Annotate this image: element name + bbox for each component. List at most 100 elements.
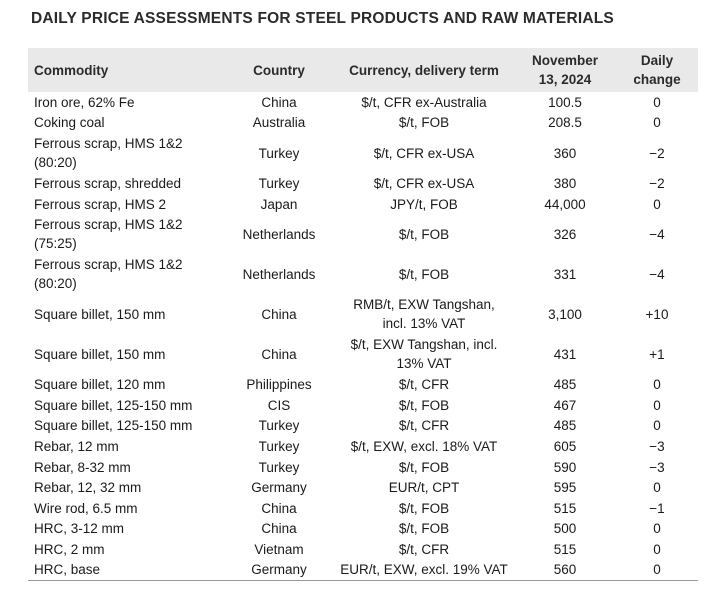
table-row: Ferrous scrap, HMS 1&2 (75:25) Netherlands… xyxy=(28,214,698,254)
table-row: HRC, 2 mm Vietnam $/t, CFR 515 0 xyxy=(28,539,698,560)
cell-change: 0 xyxy=(653,377,661,393)
cell-country: China xyxy=(261,500,297,516)
cell-commodity-line: Square billet, 150 mm xyxy=(34,306,166,322)
cell-currency-line: $/t, CFR ex-USA xyxy=(373,175,475,191)
cell-change: 0 xyxy=(653,521,661,537)
cell-commodity-line: Square billet, 125-150 mm xyxy=(34,397,193,413)
cell-currency: $/t, FOB xyxy=(334,214,514,254)
cell-country: Germany xyxy=(251,562,307,578)
cell-currency-line: $/t, FOB xyxy=(398,266,450,282)
header-date-line1: November xyxy=(531,53,599,68)
cell-currency: EUR/t, CPT xyxy=(334,477,514,498)
cell-commodity: Ferrous scrap, HMS 1&2 (80:20) xyxy=(28,254,224,294)
table-row: Square billet, 150 mm China RMB/t, EXW Tan… xyxy=(28,294,698,334)
price-table: Commodity Country Currency, delivery ter… xyxy=(28,48,698,581)
cell-change: 0 xyxy=(653,541,661,557)
table-row: Ferrous scrap, HMS 2 Japan JPY/t, FOB 44,00… xyxy=(28,194,698,215)
cell-change: 0 xyxy=(653,196,661,212)
header-change-line1: Daily xyxy=(640,53,674,68)
cell-country: CIS xyxy=(267,397,291,413)
cell-currency: $/t, CFR ex-USA xyxy=(334,133,514,173)
cell-country: Turkey xyxy=(258,438,300,454)
header-date-line2: 13, 2024 xyxy=(538,72,592,87)
cell-change: 0 xyxy=(653,418,661,434)
cell-currency-line: $/t, EXW Tangshan, incl. xyxy=(350,337,498,353)
cell-country: China xyxy=(261,346,297,362)
cell-currency-line: JPY/t, FOB xyxy=(390,196,458,212)
cell-commodity-line: Square billet, 125-150 mm xyxy=(34,418,193,434)
cell-currency: $/t, CFR xyxy=(334,416,514,437)
cell-commodity-line: Ferrous scrap, shredded xyxy=(34,175,182,191)
cell-price: 431 xyxy=(553,346,577,362)
header-commodity: Commodity xyxy=(28,48,224,92)
cell-change: 0 xyxy=(653,115,661,131)
cell-currency: RMB/t, EXW Tangshan, incl. 13% VAT xyxy=(334,294,514,334)
table-body: Iron ore, 62% Fe China $/t, CFR ex-Austral… xyxy=(28,92,698,581)
cell-price: 485 xyxy=(553,418,577,434)
cell-price: 3,100 xyxy=(548,306,582,322)
cell-change: 0 xyxy=(653,397,661,413)
table-row: Ferrous scrap, HMS 1&2 (80:20) Turkey $/t, … xyxy=(28,133,698,173)
cell-currency-line: $/t, EXW, excl. 18% VAT xyxy=(350,438,498,454)
cell-commodity-line: Iron ore, 62% Fe xyxy=(34,94,135,110)
cell-commodity: Square billet, 125-150 mm xyxy=(28,395,224,416)
cell-currency: $/t, FOB xyxy=(334,519,514,540)
cell-currency: $/t, FOB xyxy=(334,254,514,294)
cell-country: China xyxy=(261,94,297,110)
cell-change: 0 xyxy=(653,480,661,496)
table-row: Square billet, 120 mm Philippines $/t, CFR… xyxy=(28,374,698,395)
table-row: HRC, 3-12 mm China $/t, FOB 500 0 xyxy=(28,519,698,540)
cell-currency-line: $/t, CFR ex-USA xyxy=(373,145,475,161)
cell-price: 467 xyxy=(553,397,577,413)
page-title: DAILY PRICE ASSESSMENTS FOR STEEL PRODUC… xyxy=(31,10,614,27)
cell-commodity: Ferrous scrap, HMS 1&2 (75:25) xyxy=(28,214,224,254)
table-row: Ferrous scrap, HMS 1&2 (80:20) Netherlands… xyxy=(28,254,698,294)
cell-change: −3 xyxy=(649,438,665,454)
cell-currency-line: EUR/t, EXW, excl. 19% VAT xyxy=(340,562,508,578)
cell-currency-line: $/t, CFR ex-Australia xyxy=(361,94,487,110)
cell-price: 590 xyxy=(553,459,577,475)
cell-price: 485 xyxy=(553,377,577,393)
header-date: November 13, 2024 xyxy=(514,48,616,92)
cell-commodity-line: Rebar, 12, 32 mm xyxy=(34,480,142,496)
cell-commodity: Square billet, 150 mm xyxy=(28,334,224,374)
table-row: HRC, base Germany EUR/t, EXW, excl. 19% VA… xyxy=(28,560,698,581)
cell-change: −1 xyxy=(649,500,665,516)
table-header-row: Commodity Country Currency, delivery ter… xyxy=(28,48,698,92)
cell-commodity-line: Wire rod, 6.5 mm xyxy=(34,500,138,516)
cell-currency-line: $/t, FOB xyxy=(398,521,450,537)
cell-currency-line: $/t, CFR xyxy=(398,377,450,393)
cell-currency-line: EUR/t, CPT xyxy=(388,480,460,496)
cell-currency: EUR/t, EXW, excl. 19% VAT xyxy=(334,560,514,581)
cell-price: 44,000 xyxy=(544,196,586,212)
cell-commodity: Ferrous scrap, shredded xyxy=(28,173,224,194)
cell-price: 331 xyxy=(553,266,577,282)
table-row: Square billet, 125-150 mm CIS $/t, FOB 467 0 xyxy=(28,395,698,416)
cell-commodity-line: Rebar, 8-32 mm xyxy=(34,459,131,475)
cell-commodity: Iron ore, 62% Fe xyxy=(28,92,224,113)
cell-currency-line: $/t, FOB xyxy=(398,115,450,131)
cell-commodity: HRC, 3-12 mm xyxy=(28,519,224,540)
cell-currency: $/t, FOB xyxy=(334,395,514,416)
header-change: Daily change xyxy=(616,48,698,92)
cell-commodity-line: Square billet, 120 mm xyxy=(34,377,166,393)
cell-currency: $/t, FOB xyxy=(334,457,514,478)
cell-country: Turkey xyxy=(258,145,300,161)
cell-country: Vietnam xyxy=(254,541,304,557)
cell-change: −4 xyxy=(649,226,665,242)
table-row: Coking coal Australia $/t, FOB 208.5 0 xyxy=(28,113,698,134)
cell-change: −2 xyxy=(649,145,665,161)
table-row: Square billet, 150 mm China $/t, EXW Tangs… xyxy=(28,334,698,374)
cell-change: +1 xyxy=(649,346,665,362)
cell-currency-line: $/t, FOB xyxy=(398,397,450,413)
cell-currency: JPY/t, FOB xyxy=(334,194,514,215)
cell-change: +10 xyxy=(645,306,669,322)
table-row: Rebar, 12, 32 mm Germany EUR/t, CPT 595 0 xyxy=(28,477,698,498)
cell-commodity-line: Ferrous scrap, HMS 2 xyxy=(34,196,167,212)
cell-price: 515 xyxy=(553,500,577,516)
cell-country: Netherlands xyxy=(242,266,316,282)
cell-currency-line: $/t, FOB xyxy=(398,459,450,475)
cell-currency-line: $/t, FOB xyxy=(398,226,450,242)
cell-commodity-line: HRC, 2 mm xyxy=(34,541,105,557)
cell-price: 500 xyxy=(553,521,577,537)
